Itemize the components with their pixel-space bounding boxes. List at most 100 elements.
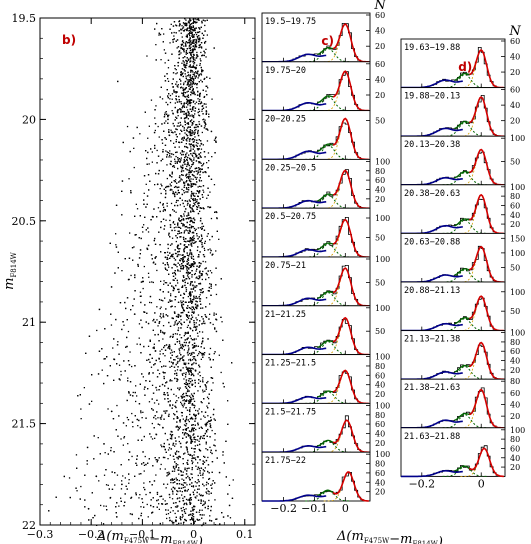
scatter-dot: [177, 288, 179, 291]
scatter-dot: [182, 484, 184, 486]
scatter-dot: [211, 377, 214, 379]
scatter-dot: [204, 249, 206, 251]
scatter-dot: [185, 508, 187, 510]
scatter-dot: [209, 270, 212, 272]
scatter-dot: [178, 95, 180, 98]
scatter-dot: [166, 202, 168, 204]
scatter-dot: [164, 468, 166, 470]
scatter-dot: [191, 32, 193, 34]
scatter-dot: [196, 468, 199, 470]
scatter-dot: [186, 246, 188, 248]
scatter-dot: [194, 436, 196, 438]
scatter-dot: [182, 359, 184, 361]
scatter-dot: [205, 491, 207, 493]
scatter-dot: [198, 266, 200, 268]
scatter-dot: [171, 171, 173, 173]
scatter-dot: [183, 511, 186, 513]
scatter-dot: [79, 394, 81, 396]
scatter-dot: [179, 358, 181, 360]
scatter-dot: [189, 291, 191, 293]
scatter-dot: [203, 485, 205, 487]
scatter-dot: [210, 416, 212, 419]
scatter-dot: [173, 31, 175, 34]
scatter-dot: [185, 153, 187, 156]
scatter-dot: [187, 176, 190, 178]
scatter-dot: [190, 431, 192, 433]
scatter-dot: [177, 65, 179, 67]
scatter-dot: [193, 357, 195, 360]
scatter-dot: [174, 68, 176, 70]
scatter-dot: [200, 42, 203, 44]
scatter-dot: [114, 472, 116, 474]
scatter-dot: [197, 297, 199, 299]
scatter-dot: [177, 315, 179, 318]
scatter-dot: [179, 426, 181, 428]
scatter-dot: [189, 410, 191, 413]
scatter-dot: [161, 139, 163, 141]
scatter-dot: [161, 98, 164, 100]
scatter-dot: [161, 123, 163, 125]
scatter-dot: [204, 467, 206, 469]
scatter-dot: [199, 46, 201, 48]
scatter-dot: [204, 322, 206, 325]
scatter-dot: [190, 497, 192, 499]
scatter-dot: [191, 208, 193, 210]
scatter-dot: [188, 240, 190, 242]
scatter-dot: [176, 505, 178, 507]
scatter-dot: [190, 436, 192, 438]
scatter-dot: [196, 176, 198, 179]
scatter-dot: [177, 222, 179, 224]
scatter-dot: [208, 393, 210, 395]
scatter-dot: [168, 415, 170, 417]
scatter-dot: [136, 343, 138, 345]
scatter-dot: [171, 407, 173, 409]
scatter-dot: [206, 235, 208, 237]
scatter-dot: [164, 209, 166, 212]
scatter-dot: [170, 295, 172, 297]
scatter-dot: [149, 295, 152, 298]
scatter-dot: [113, 338, 115, 340]
scatter-dot: [160, 183, 162, 185]
scatter-dot: [195, 170, 197, 172]
scatter-dot: [190, 502, 192, 504]
scatter-dot: [121, 180, 124, 182]
scatter-dot: [214, 351, 216, 353]
scatter-dot: [154, 117, 156, 119]
scatter-dot: [150, 366, 153, 368]
scatter-dot: [172, 191, 174, 193]
scatter-dot: [196, 55, 198, 57]
scatter-dot: [142, 462, 145, 464]
scatter-dot: [183, 257, 185, 259]
scatter-dot: [172, 404, 174, 406]
scatter-dot: [189, 167, 191, 169]
scatter-dot: [157, 155, 160, 157]
scatter-dot: [184, 156, 186, 159]
scatter-dot: [196, 495, 198, 497]
scatter-dot: [159, 468, 161, 470]
scatter-dot: [187, 262, 190, 264]
scatter-dot: [175, 24, 177, 26]
scatter-dot: [190, 79, 192, 81]
scatter-dot: [204, 261, 207, 263]
scatter-dot: [175, 73, 177, 75]
scatter-dot: [192, 35, 194, 37]
scatter-dot: [196, 205, 198, 208]
scatter-dot: [189, 130, 191, 133]
scatter-dot: [186, 390, 189, 393]
scatter-dot: [193, 210, 195, 213]
scatter-dot: [171, 176, 173, 178]
scatter-dot: [179, 108, 181, 110]
scatter-dot: [177, 426, 179, 428]
scatter-dot: [202, 260, 204, 263]
scatter-dot: [203, 34, 205, 36]
scatter-dot: [152, 320, 154, 322]
scatter-dot: [136, 458, 138, 460]
scatter-dot: [187, 459, 189, 462]
scatter-dot: [183, 129, 185, 131]
scatter-dot: [171, 434, 174, 436]
scatter-dot: [154, 257, 156, 259]
scatter-dot: [149, 433, 151, 435]
scatter-dot: [175, 133, 177, 136]
scatter-dot: [177, 269, 179, 271]
scatter-dot: [160, 251, 162, 253]
